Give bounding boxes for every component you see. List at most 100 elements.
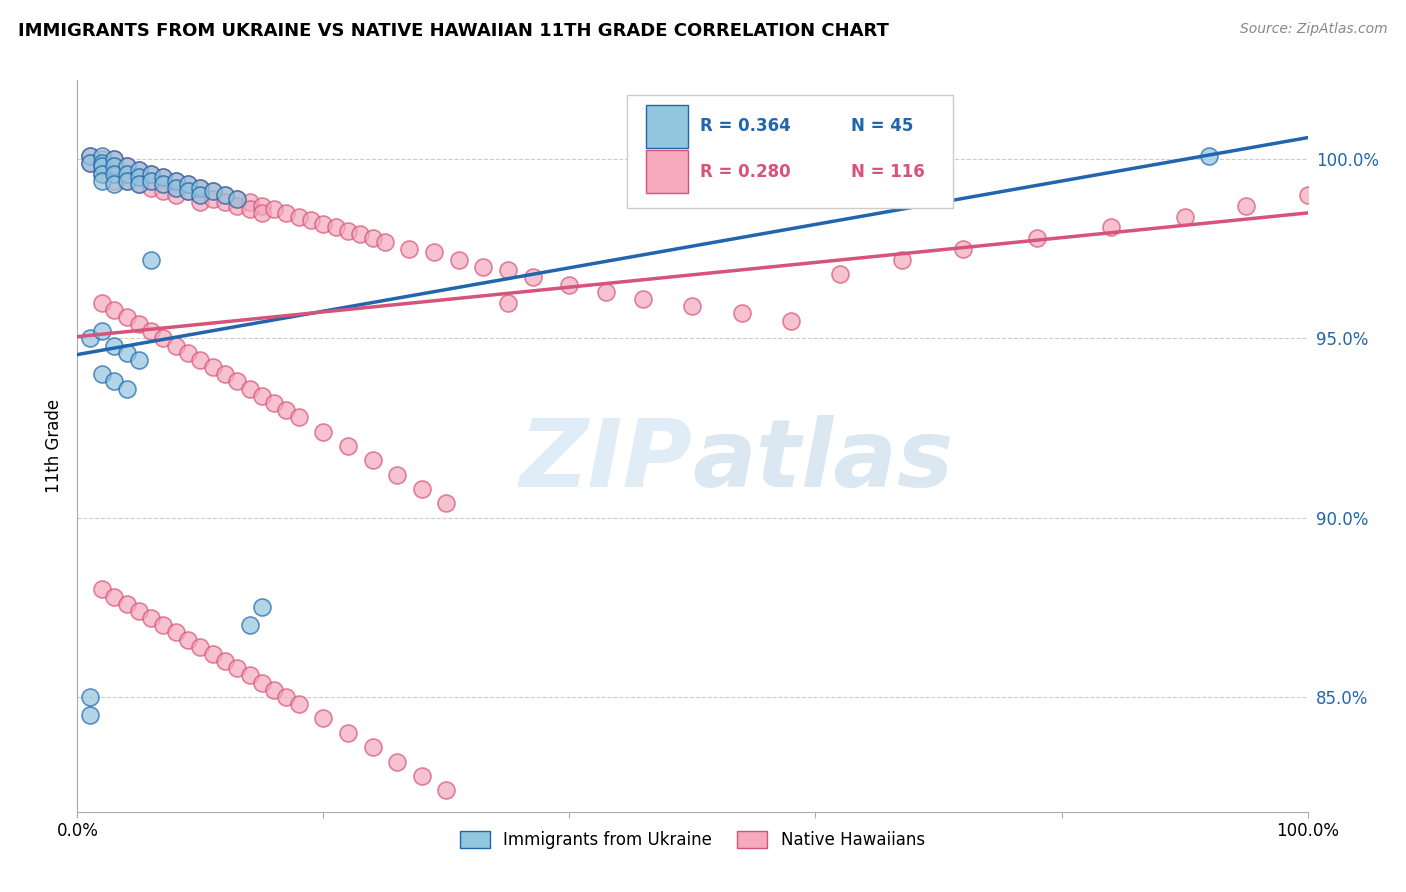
Point	[141, 167, 163, 181]
Point	[1198, 148, 1220, 162]
Point	[128, 162, 150, 177]
Text: Source: ZipAtlas.com: Source: ZipAtlas.com	[1240, 22, 1388, 37]
Point	[152, 331, 174, 345]
Point	[276, 403, 298, 417]
FancyBboxPatch shape	[627, 95, 953, 209]
Text: R = 0.280: R = 0.280	[700, 162, 790, 181]
Point	[337, 224, 360, 238]
Point	[103, 338, 125, 352]
Point	[201, 185, 224, 199]
Point	[141, 174, 163, 188]
Point	[226, 192, 249, 206]
Point	[188, 181, 212, 195]
Point	[423, 245, 446, 260]
Point	[361, 453, 384, 467]
Point	[165, 181, 187, 195]
Point	[128, 178, 150, 192]
Point	[141, 611, 163, 625]
Point	[90, 174, 114, 188]
Point	[780, 313, 803, 327]
Point	[201, 185, 224, 199]
Point	[411, 482, 433, 496]
Point	[165, 625, 187, 640]
Point	[250, 600, 273, 615]
Point	[214, 654, 236, 668]
Point	[188, 188, 212, 202]
Point	[239, 618, 262, 632]
Point	[226, 661, 249, 675]
Point	[398, 242, 420, 256]
Point	[325, 220, 347, 235]
Point	[239, 195, 262, 210]
Point	[337, 439, 360, 453]
Point	[522, 270, 544, 285]
Point	[103, 302, 125, 317]
Point	[79, 148, 101, 162]
Legend: Immigrants from Ukraine, Native Hawaiians: Immigrants from Ukraine, Native Hawaiian…	[454, 824, 931, 856]
Point	[633, 292, 655, 306]
Text: IMMIGRANTS FROM UKRAINE VS NATIVE HAWAIIAN 11TH GRADE CORRELATION CHART: IMMIGRANTS FROM UKRAINE VS NATIVE HAWAII…	[18, 22, 889, 40]
Point	[952, 242, 974, 256]
Point	[337, 726, 360, 740]
Point	[115, 345, 138, 359]
Point	[90, 167, 114, 181]
Point	[312, 711, 335, 725]
Point	[239, 202, 262, 217]
Point	[177, 178, 200, 192]
Point	[128, 317, 150, 331]
Point	[128, 353, 150, 368]
Point	[276, 206, 298, 220]
Point	[79, 707, 101, 722]
Point	[299, 213, 322, 227]
Point	[103, 152, 125, 166]
FancyBboxPatch shape	[645, 104, 688, 148]
Point	[312, 217, 335, 231]
Point	[90, 159, 114, 173]
Point	[128, 162, 150, 177]
Point	[436, 496, 458, 510]
Y-axis label: 11th Grade: 11th Grade	[45, 399, 63, 493]
Point	[385, 467, 409, 482]
Point	[141, 252, 163, 267]
Point	[1099, 220, 1122, 235]
Point	[312, 425, 335, 439]
Point	[250, 389, 273, 403]
Point	[239, 668, 262, 682]
Point	[103, 167, 125, 181]
Point	[115, 597, 138, 611]
Point	[141, 167, 163, 181]
Text: R = 0.364: R = 0.364	[700, 118, 790, 136]
Point	[152, 178, 174, 192]
Point	[731, 306, 754, 320]
Point	[90, 167, 114, 181]
Point	[226, 375, 249, 389]
Point	[103, 167, 125, 181]
Point	[188, 640, 212, 654]
Text: atlas: atlas	[693, 415, 953, 507]
Point	[152, 618, 174, 632]
Point	[103, 174, 125, 188]
Point	[250, 206, 273, 220]
Point	[90, 324, 114, 338]
Point	[141, 324, 163, 338]
Point	[115, 382, 138, 396]
Point	[103, 159, 125, 173]
Text: N = 45: N = 45	[851, 118, 914, 136]
Point	[90, 152, 114, 166]
Point	[239, 382, 262, 396]
Point	[79, 155, 101, 169]
Text: N = 116: N = 116	[851, 162, 925, 181]
Point	[682, 299, 704, 313]
Point	[177, 345, 200, 359]
Point	[90, 148, 114, 162]
Point	[79, 331, 101, 345]
Point	[1234, 199, 1257, 213]
Point	[103, 375, 125, 389]
Point	[128, 170, 150, 185]
Point	[115, 174, 138, 188]
Point	[890, 252, 912, 267]
Point	[115, 174, 138, 188]
Point	[288, 410, 311, 425]
Point	[201, 647, 224, 661]
Point	[177, 178, 200, 192]
